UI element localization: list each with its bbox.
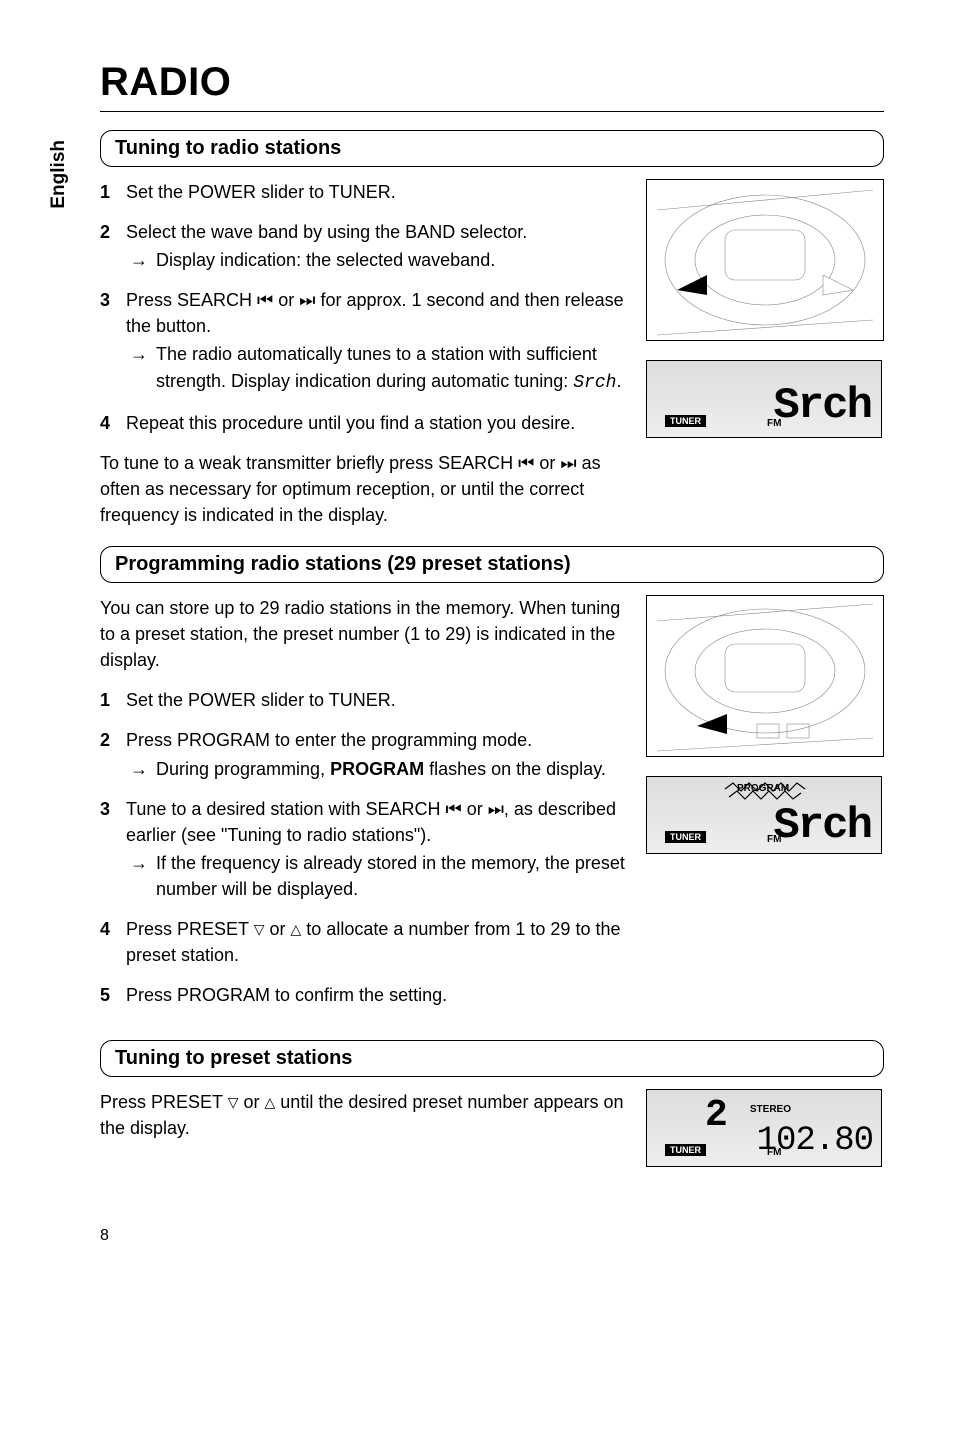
- step: 3 Press SEARCH ⏮ or ⏭ for approx. 1 seco…: [100, 287, 628, 395]
- lcd-display: Srch TUNER FM: [646, 360, 882, 438]
- lcd-program-tag: PROGRAM: [737, 783, 789, 794]
- arrow-icon: →: [130, 756, 148, 782]
- section-header-tuning: Tuning to radio stations: [100, 130, 884, 167]
- next-icon: ⏭: [488, 799, 504, 819]
- device-illustration: [646, 179, 884, 341]
- step: 2 Press PROGRAM to enter the programming…: [100, 727, 628, 781]
- language-tab: English: [48, 140, 70, 209]
- step-number: 1: [100, 179, 116, 205]
- step: 4 Repeat this procedure until you find a…: [100, 410, 628, 436]
- sub-text: The radio automatically tunes to a stati…: [156, 341, 628, 395]
- lcd-tuner-tag: TUNER: [665, 415, 706, 427]
- step-number: 4: [100, 916, 116, 968]
- lcd-tuner-tag: TUNER: [665, 1144, 706, 1156]
- step-number: 3: [100, 796, 116, 902]
- arrow-icon: →: [130, 850, 148, 902]
- section2-text: You can store up to 29 radio stations in…: [100, 595, 628, 1022]
- step-number: 2: [100, 219, 116, 273]
- lcd-fm-tag: FM: [767, 418, 781, 429]
- section1-text: 1 Set the POWER slider to TUNER. 2 Selec…: [100, 179, 628, 528]
- section-header-preset: Tuning to preset stations: [100, 1040, 884, 1077]
- step: 3 Tune to a desired station with SEARCH …: [100, 796, 628, 902]
- lcd-fm-tag: FM: [767, 1147, 781, 1158]
- lcd-display: 2 STEREO 102.80 TUNER FM: [646, 1089, 882, 1167]
- page-number: 8: [100, 1227, 884, 1245]
- prev-icon: ⏮: [257, 290, 273, 310]
- up-icon: △: [265, 1094, 276, 1110]
- step-text: Set the POWER slider to TUNER.: [126, 687, 396, 713]
- step-text: Press SEARCH ⏮ or ⏭ for approx. 1 second…: [126, 287, 628, 339]
- lcd-main-text: Srch: [773, 801, 871, 851]
- lcd-fm-tag: FM: [767, 834, 781, 845]
- arrow-icon: →: [130, 247, 148, 273]
- step: 5 Press PROGRAM to confirm the setting.: [100, 982, 628, 1008]
- step: 1 Set the POWER slider to TUNER.: [100, 687, 628, 713]
- step-number: 2: [100, 727, 116, 781]
- step: 1 Set the POWER slider to TUNER.: [100, 179, 628, 205]
- step-text: Press PROGRAM to enter the programming m…: [126, 727, 606, 753]
- page-title: RADIO: [100, 60, 884, 105]
- horizontal-rule: [100, 111, 884, 112]
- step: 2 Select the wave band by using the BAND…: [100, 219, 628, 273]
- step-text: Select the wave band by using the BAND s…: [126, 219, 527, 245]
- sub-text: If the frequency is already stored in th…: [156, 850, 628, 902]
- step-text: Tune to a desired station with SEARCH ⏮ …: [126, 796, 628, 848]
- next-icon: ⏭: [299, 290, 315, 310]
- prev-icon: ⏮: [518, 453, 534, 473]
- lcd-stereo-tag: STEREO: [750, 1104, 791, 1115]
- sub-text: Display indication: the selected waveban…: [156, 247, 495, 273]
- section-header-programming: Programming radio stations (29 preset st…: [100, 546, 884, 583]
- section3-text: Press PRESET ▽ or △ until the desired pr…: [100, 1089, 628, 1141]
- paragraph: To tune to a weak transmitter briefly pr…: [100, 450, 628, 528]
- step-text: Press PROGRAM to confirm the setting.: [126, 982, 447, 1008]
- step-text: Press PRESET ▽ or △ to allocate a number…: [126, 916, 628, 968]
- step-number: 5: [100, 982, 116, 1008]
- down-icon: ▽: [254, 921, 265, 937]
- step-text: Repeat this procedure until you find a s…: [126, 410, 575, 436]
- device-illustration: [646, 595, 884, 757]
- step-text: Set the POWER slider to TUNER.: [126, 179, 396, 205]
- step: 4 Press PRESET ▽ or △ to allocate a numb…: [100, 916, 628, 968]
- step-number: 4: [100, 410, 116, 436]
- prev-icon: ⏮: [445, 799, 461, 819]
- illustration-column: PROGRAM Srch TUNER FM: [646, 595, 884, 854]
- lcd-main-text: Srch: [773, 381, 871, 431]
- up-icon: △: [291, 921, 302, 937]
- sub-text: During programming, PROGRAM flashes on t…: [156, 756, 606, 782]
- step-number: 3: [100, 287, 116, 395]
- lcd-display: PROGRAM Srch TUNER FM: [646, 776, 882, 854]
- next-icon: ⏭: [560, 453, 576, 473]
- step-number: 1: [100, 687, 116, 713]
- lcd-tuner-tag: TUNER: [665, 831, 706, 843]
- intro-text: You can store up to 29 radio stations in…: [100, 595, 628, 673]
- illustration-column: Srch TUNER FM: [646, 179, 884, 438]
- illustration-column: 2 STEREO 102.80 TUNER FM: [646, 1089, 884, 1167]
- arrow-icon: →: [130, 341, 148, 395]
- down-icon: ▽: [228, 1094, 239, 1110]
- lcd-preset-number: 2: [705, 1094, 728, 1137]
